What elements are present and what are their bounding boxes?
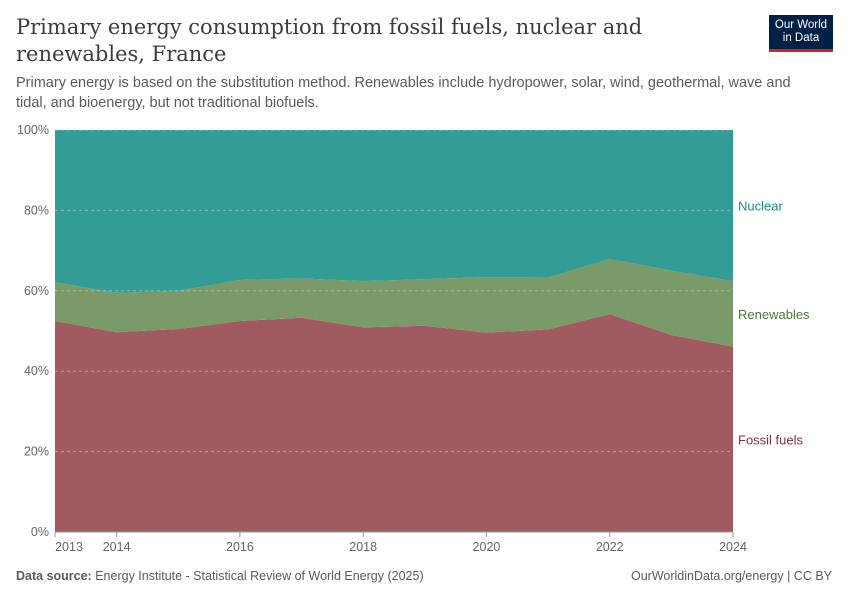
data-source: Data source: Energy Institute - Statisti… bbox=[16, 569, 424, 583]
legend-label: Fossil fuels bbox=[738, 432, 804, 447]
owid-logo[interactable]: Our World in Data bbox=[769, 15, 833, 52]
x-tick-label: 2013 bbox=[55, 540, 83, 554]
legend-label: Nuclear bbox=[738, 199, 783, 214]
x-tick-label: 2014 bbox=[103, 540, 131, 554]
x-tick-label: 2020 bbox=[473, 540, 501, 554]
chart-title: Primary energy consumption from fossil f… bbox=[16, 15, 643, 66]
data-source-link[interactable]: Energy Institute - Statistical Review of… bbox=[95, 569, 424, 583]
credit[interactable]: OurWorldinData.org/energy | CC BY bbox=[630, 569, 832, 583]
y-tick-label: 60% bbox=[24, 284, 49, 298]
logo-text: Our World in Data bbox=[774, 19, 828, 44]
y-tick-label: 0% bbox=[31, 525, 49, 539]
y-tick-label: 20% bbox=[24, 445, 49, 459]
area-renewables[interactable] bbox=[55, 259, 733, 347]
chart-subtitle: Primary energy is based on the substitut… bbox=[16, 75, 791, 111]
area-fossil-fuels[interactable] bbox=[55, 314, 733, 532]
x-tick-label: 2016 bbox=[226, 540, 254, 554]
x-tick-label: 2024 bbox=[719, 540, 747, 554]
legend-label: Renewables bbox=[738, 307, 810, 322]
x-tick-label: 2018 bbox=[349, 540, 377, 554]
y-tick-label: 80% bbox=[24, 203, 49, 217]
area-nuclear[interactable] bbox=[55, 130, 733, 293]
y-tick-label: 100% bbox=[17, 123, 49, 137]
x-tick-label: 2022 bbox=[596, 540, 624, 554]
y-tick-label: 40% bbox=[24, 364, 49, 378]
